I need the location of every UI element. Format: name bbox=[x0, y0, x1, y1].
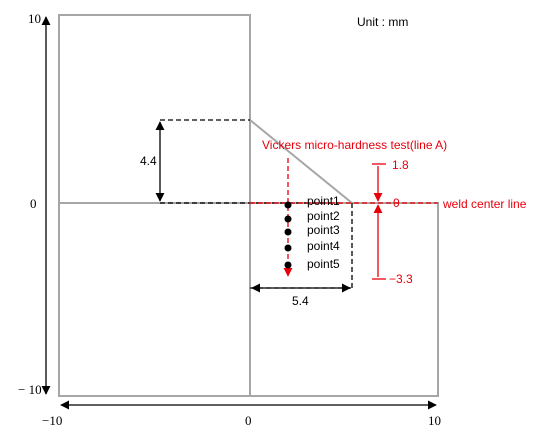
weld-chamfer-line bbox=[249, 119, 353, 204]
lower-plate-outline bbox=[58, 202, 439, 397]
point-marker bbox=[284, 261, 292, 269]
height-dimension-label: 4.4 bbox=[140, 154, 157, 168]
vertical-plate-outline bbox=[58, 14, 251, 397]
red-annotations bbox=[250, 158, 438, 280]
point5-label: point5 bbox=[307, 257, 340, 271]
y-tick-bottom: − 10 bbox=[18, 382, 42, 397]
x-tick-right: 10 bbox=[428, 413, 441, 428]
point2-label: point2 bbox=[307, 209, 340, 223]
point3-label: point3 bbox=[307, 223, 340, 237]
measurement-points bbox=[284, 201, 292, 269]
x-tick-left: −10 bbox=[42, 413, 62, 428]
zero-offset-label: 0 bbox=[393, 196, 400, 210]
width-dimension-label: 5.4 bbox=[292, 294, 309, 308]
point1-label: point1 bbox=[307, 194, 340, 208]
lower-offset-label: −3.3 bbox=[389, 272, 413, 286]
upper-offset-label: 1.8 bbox=[392, 158, 409, 172]
x-tick-zero: 0 bbox=[245, 413, 252, 428]
plate-outlines bbox=[58, 14, 439, 397]
vickers-test-label: Vickers micro-hardness test(line A) bbox=[262, 138, 447, 152]
unit-label: Unit : mm bbox=[357, 15, 408, 29]
point-marker bbox=[284, 215, 292, 223]
dimension-arrows bbox=[41, 16, 437, 410]
y-tick-top: 10 bbox=[28, 11, 41, 26]
y-tick-zero: 0 bbox=[30, 196, 37, 211]
point-marker bbox=[284, 201, 292, 209]
point-marker bbox=[284, 244, 292, 252]
weld-center-line-label: weld center line bbox=[442, 197, 527, 211]
point4-label: point4 bbox=[307, 239, 340, 253]
point-marker bbox=[284, 228, 292, 236]
